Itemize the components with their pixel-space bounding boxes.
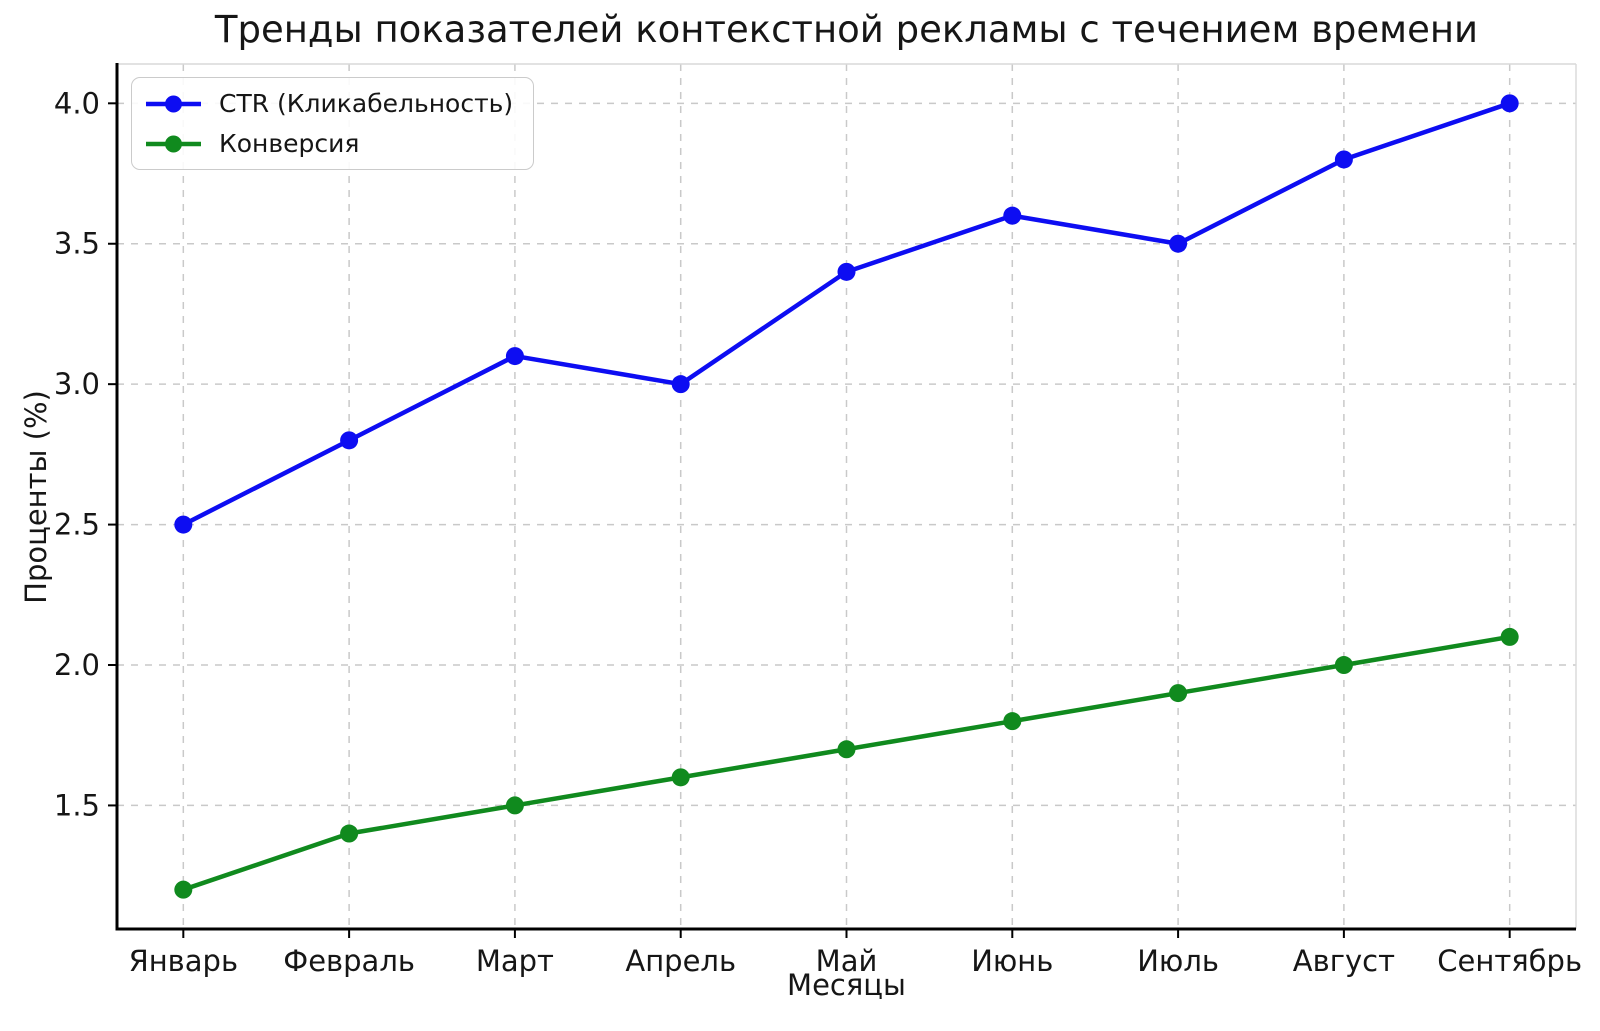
x-tick-label: Январь <box>129 944 238 978</box>
x-tick-label: Апрель <box>625 944 736 978</box>
data-point <box>1334 150 1353 169</box>
legend-item-conversion: Конверсия <box>145 125 513 162</box>
legend-label-ctr: CTR (Кликабельность) <box>219 89 514 118</box>
data-point <box>837 262 856 281</box>
x-tick-label: Июнь <box>971 944 1053 978</box>
data-point <box>174 515 193 534</box>
data-point <box>174 880 193 899</box>
x-tick-label: Май <box>816 944 878 978</box>
y-tick-label: 2.5 <box>54 508 100 542</box>
x-tick-label: Март <box>476 944 554 978</box>
data-point <box>1500 94 1519 113</box>
y-tick-label: 3.5 <box>54 227 100 261</box>
data-point <box>671 768 690 787</box>
x-axis-label: Месяцы <box>787 968 906 1002</box>
data-point <box>1169 234 1188 253</box>
y-tick-label: 2.0 <box>54 648 100 682</box>
data-point <box>505 347 524 366</box>
data-point <box>1500 627 1519 646</box>
legend-item-ctr: CTR (Кликабельность) <box>145 85 513 122</box>
tick-marks <box>108 102 1511 938</box>
x-tick-label: Август <box>1293 944 1395 978</box>
x-tick-label: Сентябрь <box>1437 944 1582 978</box>
data-point <box>340 824 359 843</box>
legend: CTR (Кликабельность) Конверсия <box>131 77 535 170</box>
data-point <box>1169 684 1188 703</box>
data-point <box>1003 712 1022 731</box>
data-point <box>671 375 690 394</box>
y-tick-label: 1.5 <box>54 788 100 822</box>
data-point <box>340 431 359 450</box>
legend-label-conversion: Конверсия <box>219 129 360 158</box>
data-point <box>1003 206 1022 225</box>
legend-line-conversion-icon <box>146 135 201 152</box>
x-tick-label: Июль <box>1137 944 1219 978</box>
gridlines <box>117 64 1576 929</box>
legend-line-ctr-icon <box>146 95 201 112</box>
data-point <box>1334 656 1353 675</box>
y-tick-label: 3.0 <box>54 367 100 401</box>
y-tick-label: 4.0 <box>54 86 100 120</box>
data-point <box>837 740 856 759</box>
x-tick-label: Февраль <box>283 944 415 978</box>
data-point <box>505 796 524 815</box>
chart-title: Тренды показателей контекстной рекламы с… <box>214 8 1479 51</box>
